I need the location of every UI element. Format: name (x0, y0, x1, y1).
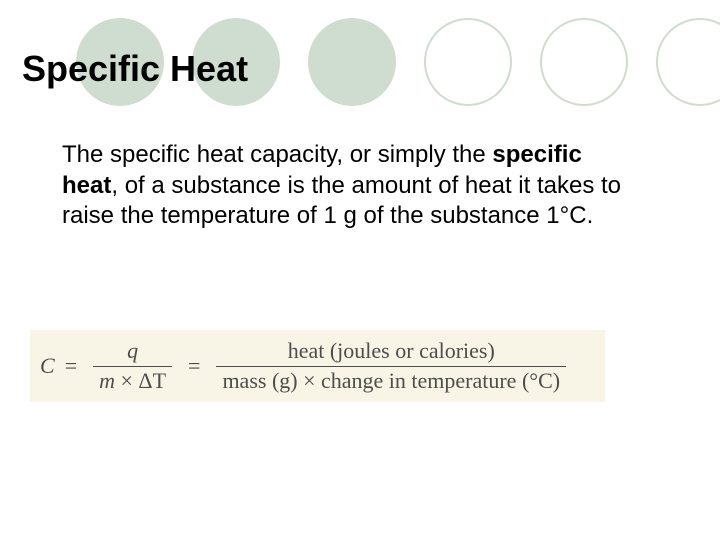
equals-2: = (188, 353, 200, 379)
formula-fraction-1: q m × ΔT (93, 339, 172, 392)
slide-title: Specific Heat (22, 48, 248, 90)
frac2-numerator: heat (joules or calories) (282, 339, 501, 365)
slide-body: The specific heat capacity, or simply th… (62, 140, 642, 232)
body-prefix: The specific heat capacity, or simply th… (62, 141, 492, 168)
frac1-den-dT: ΔT (138, 368, 166, 393)
frac1-den-m: m (99, 368, 115, 393)
equals-1: = (65, 353, 77, 379)
formula-lhs: C (40, 353, 55, 379)
frac2-denominator: mass (g) × change in temperature (°C) (216, 366, 566, 393)
circle-6 (656, 18, 720, 106)
frac1-numerator: q (121, 339, 144, 365)
frac1-denominator: m × ΔT (93, 366, 172, 393)
circle-3 (308, 18, 396, 106)
frac1-den-times: × (115, 368, 138, 393)
formula-block: C = q m × ΔT = heat (joules or calories)… (30, 330, 605, 402)
circle-4 (424, 18, 512, 106)
formula-fraction-2: heat (joules or calories) mass (g) × cha… (216, 339, 566, 392)
body-suffix: , of a substance is the amount of heat i… (62, 172, 621, 230)
circle-5 (540, 18, 628, 106)
